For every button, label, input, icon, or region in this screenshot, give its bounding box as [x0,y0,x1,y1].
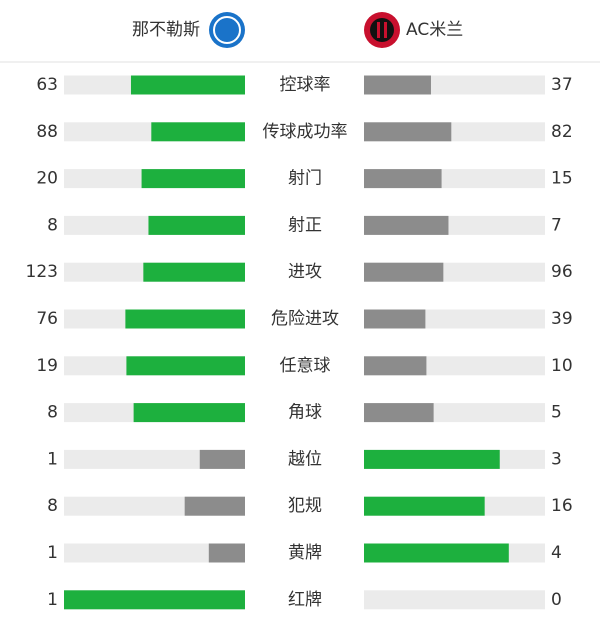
away-team-name: AC米兰 [406,20,463,40]
stat-label: 角球 [288,403,322,423]
home-bar [199,449,245,469]
home-value: 1 [47,590,58,610]
stat-label: 任意球 [280,356,331,376]
stat-label: 进攻 [288,262,322,282]
away-value: 7 [551,215,562,235]
away-value: 37 [551,75,573,95]
home-track [64,543,245,563]
home-bar [130,75,245,95]
away-bar [364,262,444,282]
away-bar [364,403,434,423]
stat-label: 危险进攻 [271,309,339,329]
home-bar [151,122,245,142]
home-bar [133,403,245,423]
stat-label: 射门 [288,169,322,189]
stat-label: 传球成功率 [263,122,348,142]
home-bar [148,215,245,235]
home-value: 1 [47,449,58,469]
stat-label: 射正 [288,215,322,235]
away-value: 0 [551,590,562,610]
home-value: 123 [26,262,58,282]
away-value: 10 [551,356,573,376]
home-value: 8 [47,496,58,516]
home-bar [64,590,245,610]
home-value: 1 [47,543,58,563]
away-bar [364,309,426,329]
away-bar [364,543,509,563]
stat-label: 黄牌 [288,543,322,563]
away-value: 4 [551,543,562,563]
home-value: 8 [47,215,58,235]
away-bar [364,356,427,376]
home-value: 20 [36,169,58,189]
stat-label: 控球率 [280,75,331,95]
away-logo [364,12,400,48]
away-bar [364,449,500,469]
home-bar [141,169,245,189]
away-bar [364,169,442,189]
away-value: 3 [551,449,562,469]
away-value: 15 [551,169,573,189]
home-bar [184,496,245,516]
stat-label: 红牌 [288,590,322,610]
home-value: 8 [47,403,58,423]
home-bar [208,543,245,563]
away-value: 82 [551,122,573,142]
away-value: 96 [551,262,573,282]
away-bar [364,496,485,516]
home-value: 63 [36,75,58,95]
home-bar [125,309,245,329]
home-value: 88 [36,122,58,142]
home-team-name: 那不勒斯 [132,20,200,40]
home-bar [126,356,245,376]
away-bar [364,75,431,95]
away-bar [364,122,452,142]
away-track [364,590,545,610]
home-value: 19 [36,356,58,376]
home-bar [143,262,245,282]
stat-label: 越位 [288,449,322,469]
home-value: 76 [36,309,58,329]
home-logo [209,12,245,48]
away-bar [364,215,449,235]
away-value: 16 [551,496,573,516]
away-value: 5 [551,403,562,423]
stat-label: 犯规 [288,496,322,516]
away-value: 39 [551,309,573,329]
